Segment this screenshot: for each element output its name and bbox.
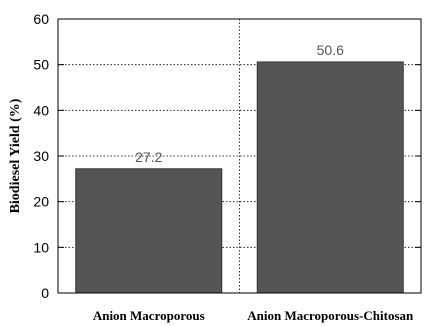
y-tick-label-1: 10 <box>33 239 49 255</box>
x-axis-category-labels: Anion Macroporous Anion Macroporous-Chito… <box>93 308 414 323</box>
bar-1 <box>256 61 404 294</box>
bar-0 <box>75 168 223 294</box>
y-tick-label-5: 50 <box>33 57 49 73</box>
y-tick-label-2: 20 <box>33 194 49 210</box>
data-label-1: 50.6 <box>317 42 344 58</box>
category-label-1: Anion Macroporous-Chitosan <box>247 308 414 323</box>
y-tick-label-4: 40 <box>33 102 49 118</box>
y-axis-ticks: 0 10 20 30 40 50 60 <box>33 11 421 301</box>
y-axis-title: Biodiesel Yield (%) <box>8 98 23 213</box>
category-label-0: Anion Macroporous <box>93 308 205 323</box>
bars <box>75 61 404 294</box>
y-tick-label-0: 0 <box>41 285 49 301</box>
y-tick-label-3: 30 <box>33 148 49 164</box>
data-label-0: 27.2 <box>135 149 162 165</box>
y-tick-label-6: 60 <box>33 11 49 27</box>
data-labels: 27.2 50.6 <box>135 42 344 165</box>
